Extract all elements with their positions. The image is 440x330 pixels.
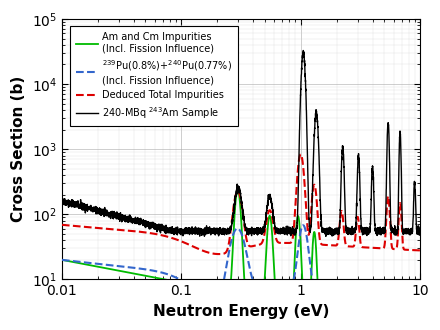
$^{239}$Pu(0.8%)+$^{240}$Pu(0.77%)
(Incl. Fission Influence): [389, 294, 394, 298]
Am and Cm Impurities
(Incl. Fission Influence): [235, 188, 240, 192]
Am and Cm Impurities
(Incl. Fission Influence): [59, 258, 65, 262]
$^{239}$Pu(0.8%)+$^{240}$Pu(0.77%)
(Incl. Fission Influence): [210, 299, 215, 303]
$^{239}$Pu(0.8%)+$^{240}$Pu(0.77%)
(Incl. Fission Influence): [230, 236, 235, 240]
$^{239}$Pu(0.8%)+$^{240}$Pu(0.77%)
(Incl. Fission Influence): [301, 223, 306, 227]
Deduced Total Impurities: [298, 152, 303, 156]
Deduced Total Impurities: [407, 248, 412, 252]
Am and Cm Impurities
(Incl. Fission Influence): [407, 324, 412, 328]
Am and Cm Impurities
(Incl. Fission Influence): [213, 287, 218, 291]
240-MBq $^{243}$Am Sample: [210, 229, 215, 233]
240-MBq $^{243}$Am Sample: [323, 234, 329, 238]
Deduced Total Impurities: [418, 248, 423, 252]
Line: $^{239}$Pu(0.8%)+$^{240}$Pu(0.77%)
(Incl. Fission Influence): $^{239}$Pu(0.8%)+$^{240}$Pu(0.77%) (Incl…: [62, 225, 420, 302]
$^{239}$Pu(0.8%)+$^{240}$Pu(0.77%)
(Incl. Fission Influence): [418, 297, 423, 301]
$^{239}$Pu(0.8%)+$^{240}$Pu(0.77%)
(Incl. Fission Influence): [212, 300, 217, 304]
Line: Am and Cm Impurities
(Incl. Fission Influence): Am and Cm Impurities (Incl. Fission Infl…: [62, 190, 420, 328]
$^{239}$Pu(0.8%)+$^{240}$Pu(0.77%)
(Incl. Fission Influence): [407, 296, 412, 300]
Am and Cm Impurities
(Incl. Fission Influence): [389, 321, 394, 325]
240-MBq $^{243}$Am Sample: [229, 220, 235, 224]
Line: Deduced Total Impurities: Deduced Total Impurities: [62, 154, 420, 254]
Deduced Total Impurities: [319, 243, 325, 247]
Deduced Total Impurities: [216, 252, 222, 256]
Am and Cm Impurities
(Incl. Fission Influence): [418, 326, 423, 330]
Deduced Total Impurities: [59, 223, 65, 227]
240-MBq $^{243}$Am Sample: [213, 233, 218, 237]
Deduced Total Impurities: [213, 252, 218, 256]
240-MBq $^{243}$Am Sample: [407, 232, 412, 236]
Am and Cm Impurities
(Incl. Fission Influence): [229, 260, 235, 264]
Am and Cm Impurities
(Incl. Fission Influence): [319, 308, 325, 312]
240-MBq $^{243}$Am Sample: [301, 49, 306, 52]
240-MBq $^{243}$Am Sample: [59, 198, 65, 202]
$^{239}$Pu(0.8%)+$^{240}$Pu(0.77%)
(Incl. Fission Influence): [59, 258, 65, 262]
Deduced Total Impurities: [210, 251, 215, 255]
240-MBq $^{243}$Am Sample: [319, 229, 325, 233]
Am and Cm Impurities
(Incl. Fission Influence): [210, 287, 215, 291]
Deduced Total Impurities: [230, 216, 235, 220]
240-MBq $^{243}$Am Sample: [418, 229, 423, 233]
$^{239}$Pu(0.8%)+$^{240}$Pu(0.77%)
(Incl. Fission Influence): [319, 286, 325, 290]
Deduced Total Impurities: [389, 241, 394, 245]
Y-axis label: Cross Section (b): Cross Section (b): [11, 76, 26, 222]
Line: 240-MBq $^{243}$Am Sample: 240-MBq $^{243}$Am Sample: [62, 50, 420, 236]
$^{239}$Pu(0.8%)+$^{240}$Pu(0.77%)
(Incl. Fission Influence): [213, 300, 218, 304]
Legend: Am and Cm Impurities
(Incl. Fission Influence), $^{239}$Pu(0.8%)+$^{240}$Pu(0.77: Am and Cm Impurities (Incl. Fission Infl…: [70, 26, 238, 126]
240-MBq $^{243}$Am Sample: [389, 229, 394, 233]
X-axis label: Neutron Energy (eV): Neutron Energy (eV): [153, 304, 329, 319]
